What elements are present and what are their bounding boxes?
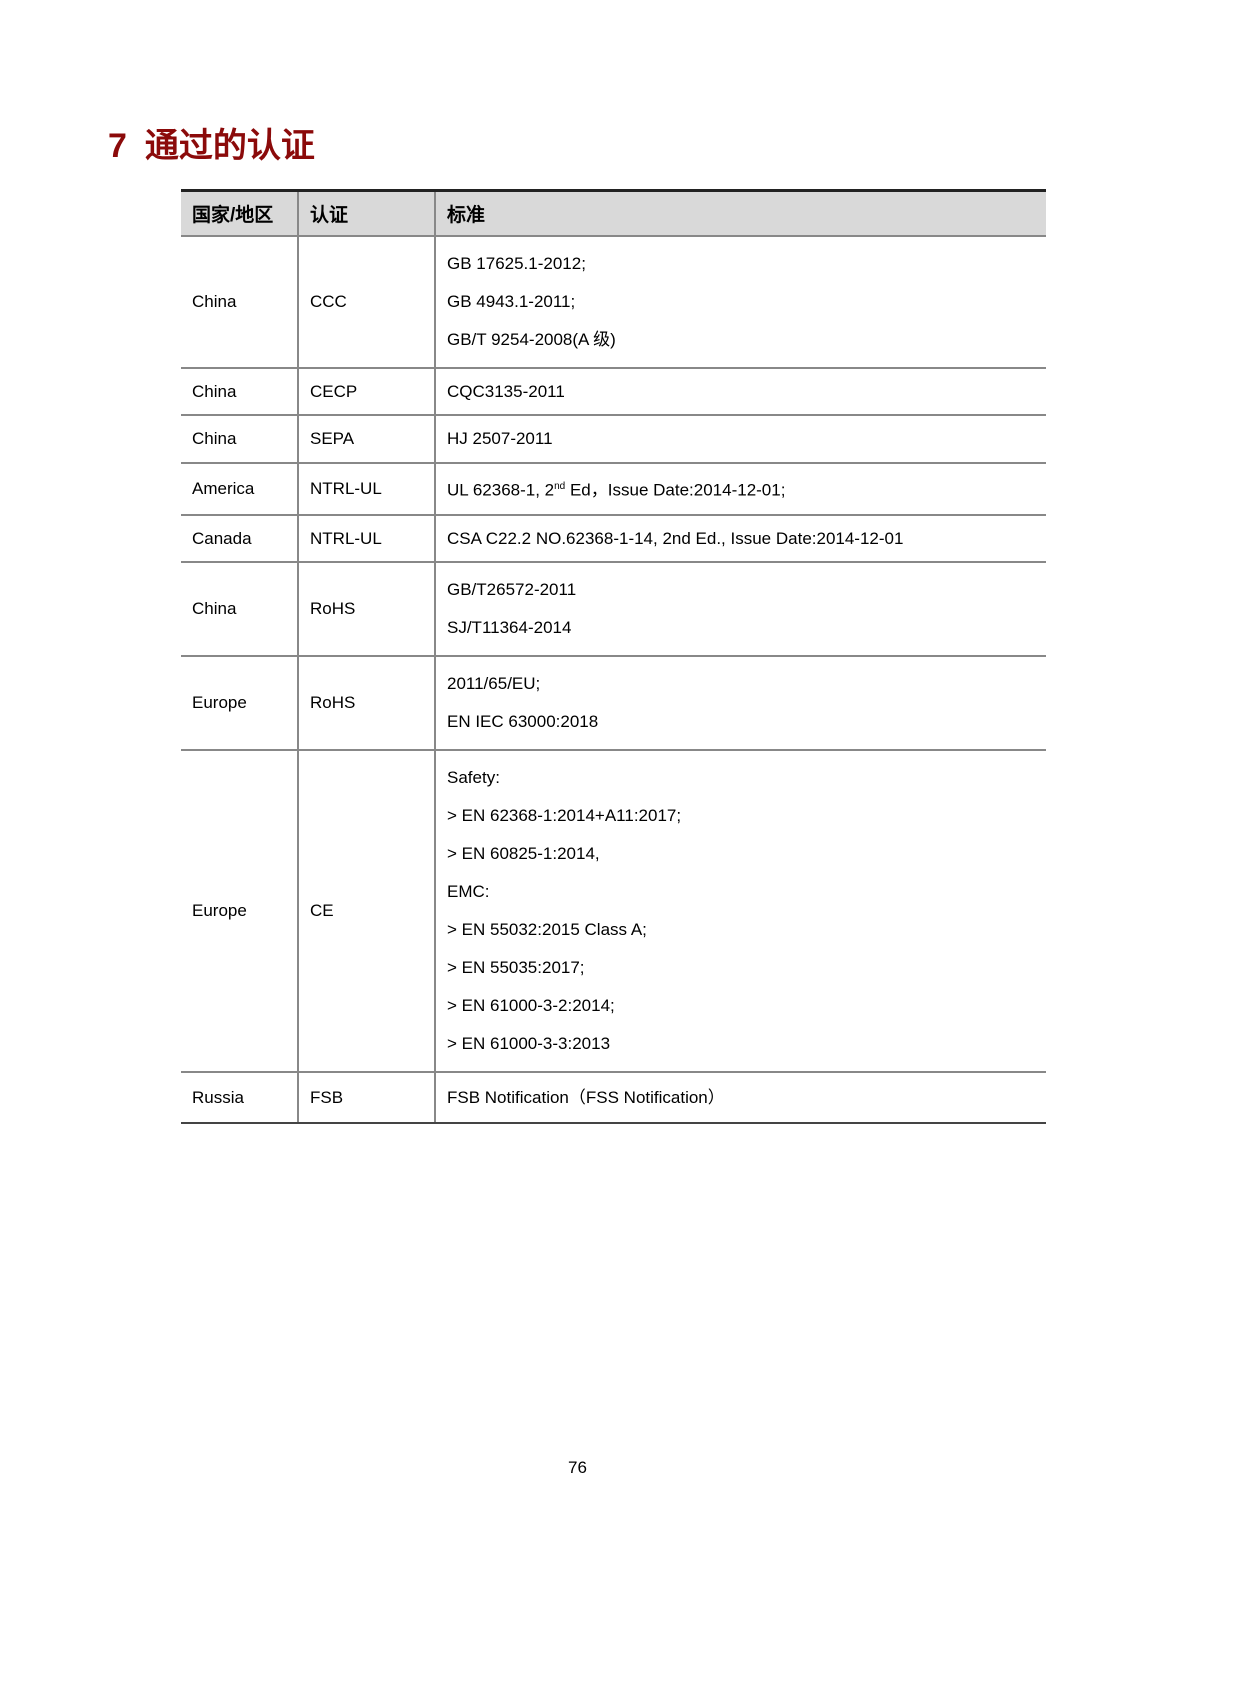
table-row: America NTRL-UL UL 62368-1, 2nd Ed，Issue D… xyxy=(181,463,1046,516)
standard-line: Safety: xyxy=(447,768,500,787)
standard-bullet: > EN 55032:2015 Class A; xyxy=(447,920,647,939)
page-number: 76 xyxy=(568,1458,587,1477)
table-row: Europe RoHS 2011/65/EU; EN IEC 63000:2018 xyxy=(181,656,1046,751)
country-cell: Europe xyxy=(181,750,298,1073)
standard-line: EMC: xyxy=(447,882,490,901)
standard-line: CQC3135-2011 xyxy=(447,381,565,401)
table-row: Canada NTRL-UL CSA C22.2 NO.62368-1-14, 2n… xyxy=(181,515,1046,563)
section-title: 7 通过的认证 xyxy=(108,127,315,165)
cert-cell: RoHS xyxy=(297,562,435,657)
header-cert: 认证 xyxy=(297,189,435,237)
table-row: China RoHS GB/T26572-2011 SJ/T11364-2014 xyxy=(181,562,1046,657)
cert-cell: RoHS xyxy=(297,656,435,751)
header-standard: 标准 xyxy=(434,189,1046,237)
standard-cell: 2011/65/EU; EN IEC 63000:2018 xyxy=(434,656,1046,751)
cert-cell: CECP xyxy=(297,368,435,416)
standard-cell: FSB Notification（FSS Notification） xyxy=(434,1072,1046,1124)
certification-table: 国家/地区 认证 标准 China CCC GB 17625.1-2012; GB 4… xyxy=(181,189,1046,1124)
standard-line: SJ/T11364-2014 xyxy=(447,618,572,637)
cert-cell: FSB xyxy=(297,1072,435,1124)
standard-line: GB/T26572-2011 xyxy=(447,580,577,599)
standard-line: GB 17625.1-2012; xyxy=(447,254,586,273)
country-cell: China xyxy=(181,236,298,369)
table-row: Europe CE Safety: > EN 62368-1:2014+A11:201… xyxy=(181,750,1046,1073)
country-cell: Canada xyxy=(181,515,298,563)
country-cell: China xyxy=(181,562,298,657)
standard-cell: GB 17625.1-2012; GB 4943.1-2011; GB/T 9254… xyxy=(434,236,1046,369)
standard-cell: GB/T26572-2011 SJ/T11364-2014 xyxy=(434,562,1046,657)
country-cell: Russia xyxy=(181,1072,298,1124)
standard-line: UL 62368-1, 2nd Ed，Issue Date:2014-12-01… xyxy=(447,480,786,500)
country-cell: China xyxy=(181,415,298,464)
standard-line: EN IEC 63000:2018 xyxy=(447,712,599,731)
standard-line: 2011/65/EU; xyxy=(447,674,541,693)
table-row: Russia FSB FSB Notification（FSS Notificati… xyxy=(181,1072,1046,1124)
standard-cell: CSA C22.2 NO.62368-1-14, 2nd Ed., Issue … xyxy=(434,515,1046,563)
country-cell: America xyxy=(181,463,298,516)
country-cell: Europe xyxy=(181,656,298,751)
cert-cell: CE xyxy=(297,750,435,1073)
cert-cell: NTRL-UL xyxy=(297,463,435,516)
table-row: China CECP CQC3135-2011 xyxy=(181,368,1046,416)
cert-cell: CCC xyxy=(297,236,435,369)
standard-line: GB 4943.1-2011; xyxy=(447,292,576,311)
standard-cell: UL 62368-1, 2nd Ed，Issue Date:2014-12-01… xyxy=(434,463,1046,516)
standard-cell: HJ 2507-2011 xyxy=(434,415,1046,464)
standard-line: HJ 2507-2011 xyxy=(447,429,553,448)
country-cell: China xyxy=(181,368,298,416)
cert-cell: NTRL-UL xyxy=(297,515,435,563)
table-row: China SEPA HJ 2507-2011 xyxy=(181,415,1046,464)
table-row: China CCC GB 17625.1-2012; GB 4943.1-2011; G… xyxy=(181,236,1046,369)
standard-bullet: > EN 61000-3-2:2014; xyxy=(447,996,615,1015)
standard-line: CSA C22.2 NO.62368-1-14, 2nd Ed., Issue … xyxy=(447,528,904,548)
standard-cell: CQC3135-2011 xyxy=(434,368,1046,416)
standard-bullet: > EN 61000-3-3:2013 xyxy=(447,1034,611,1053)
standard-bullet: > EN 55035:2017; xyxy=(447,958,585,977)
standard-bullet: > EN 60825-1:2014, xyxy=(447,844,600,863)
standard-bullet: > EN 62368-1:2014+A11:2017; xyxy=(447,806,682,825)
cert-cell: SEPA xyxy=(297,415,435,464)
header-country: 国家/地区 xyxy=(181,189,298,237)
standard-cell: Safety: > EN 62368-1:2014+A11:2017; > EN 6… xyxy=(434,750,1046,1073)
standard-line: GB/T 9254-2008(A 级) xyxy=(447,330,616,349)
standard-line: FSB Notification（FSS Notification） xyxy=(447,1087,725,1107)
